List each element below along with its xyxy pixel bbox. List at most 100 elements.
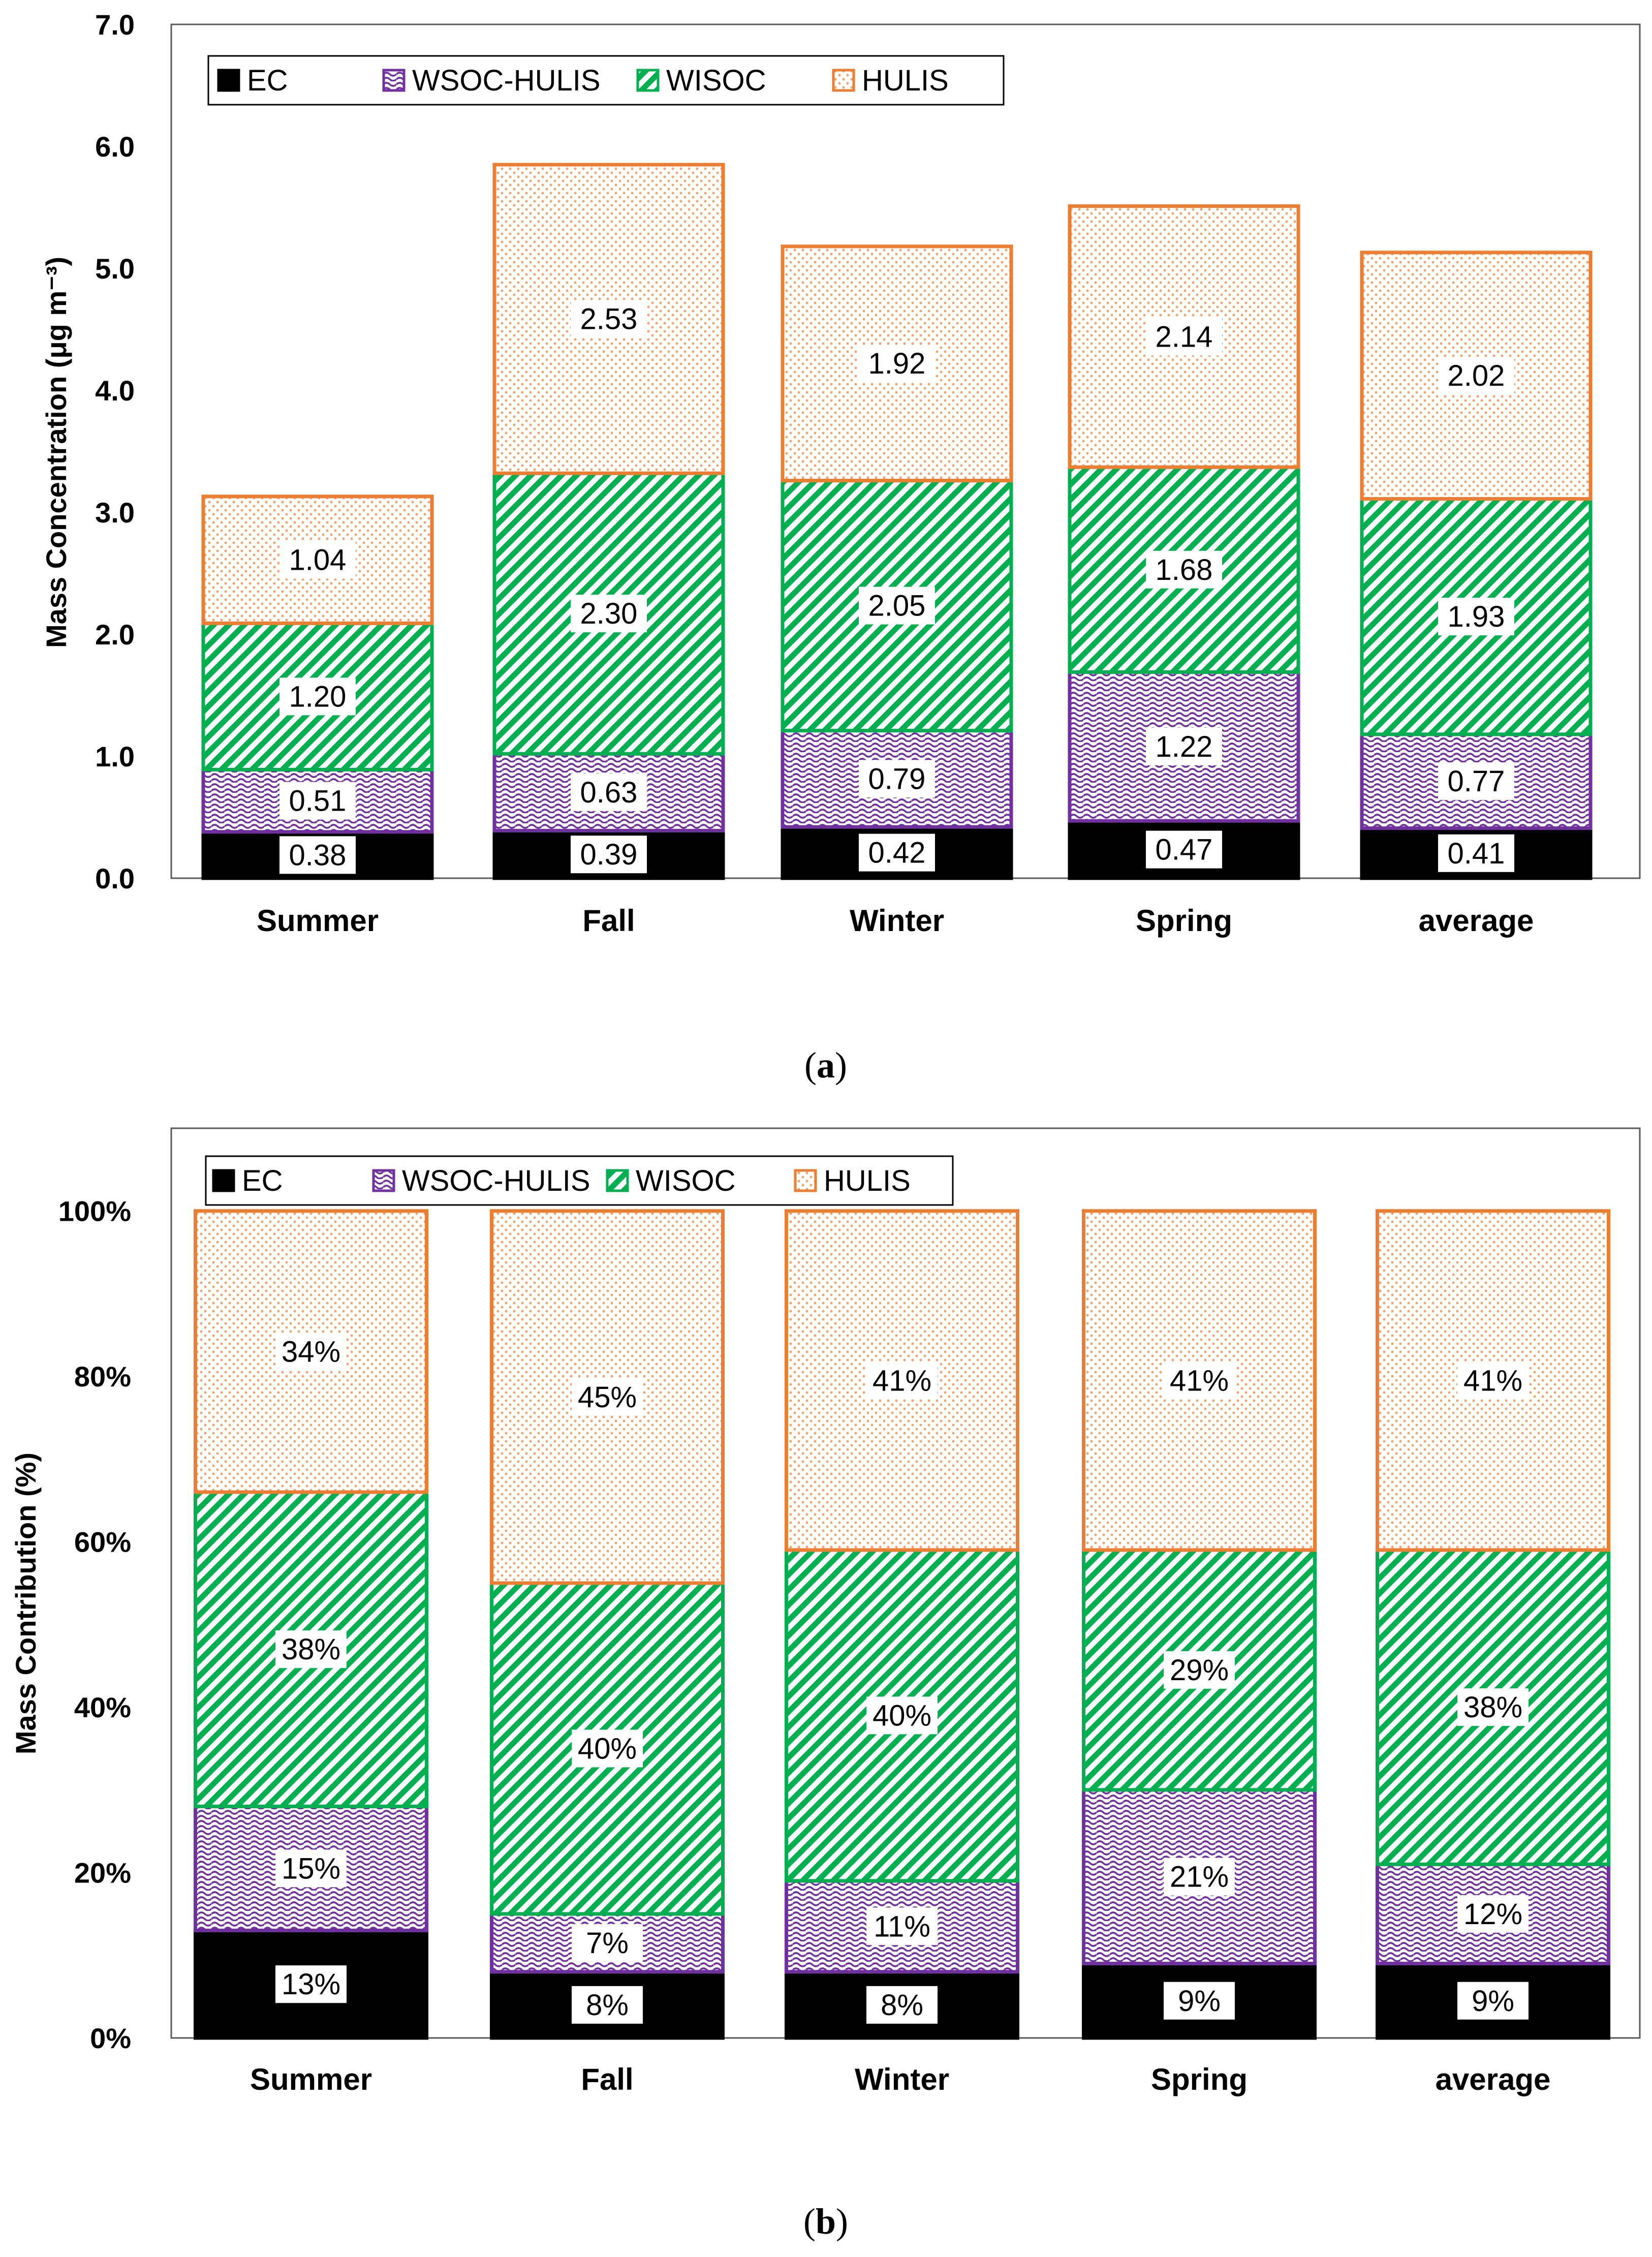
data-label-text: 13% xyxy=(282,1968,340,2001)
data-label: 2.53 xyxy=(571,300,647,338)
data-label-text: 0.47 xyxy=(1156,833,1213,867)
data-label-text: 1.92 xyxy=(868,347,926,380)
data-label-text: 8% xyxy=(586,1989,629,2022)
y-tick-label: 7.0 xyxy=(95,9,135,41)
data-label-box xyxy=(571,836,647,874)
data-label: 38% xyxy=(275,1630,347,1668)
data-label-box xyxy=(571,300,647,338)
data-label: 8% xyxy=(866,1986,938,2024)
data-label: 0.77 xyxy=(1438,762,1514,800)
data-label-box xyxy=(275,1849,347,1888)
data-label-text: 2.30 xyxy=(580,597,638,630)
data-label-box xyxy=(572,1729,643,1768)
data-label-text: 0.51 xyxy=(289,785,347,818)
legend-label: WISOC xyxy=(636,1164,736,1197)
y-tick-label: 2.0 xyxy=(95,619,135,651)
data-label-text: 41% xyxy=(1463,1364,1522,1397)
x-category-label: Summer xyxy=(257,904,379,938)
data-label-text: 9% xyxy=(1472,1985,1514,2018)
data-label-box xyxy=(275,1965,347,2003)
data-label-box xyxy=(1146,830,1222,869)
data-label-text: 21% xyxy=(1170,1861,1229,1894)
y-axis-title-text-a: Mass Concentration (μg m⁻³) xyxy=(40,257,72,648)
bar-segment-hulis xyxy=(785,1209,1019,1552)
x-category-label: Winter xyxy=(855,2062,949,2096)
x-category-label: Fall xyxy=(582,904,635,938)
data-label-text: 1.68 xyxy=(1156,553,1213,586)
panel-label-a-letter: a xyxy=(817,1045,835,1086)
data-label: 0.51 xyxy=(279,782,356,820)
panel-label-b-letter: b xyxy=(816,2201,836,2242)
data-label-text: 2.53 xyxy=(580,303,638,336)
data-label-text: 1.93 xyxy=(1448,600,1505,633)
data-label: 9% xyxy=(1457,1982,1529,2020)
data-label-text: 34% xyxy=(282,1335,340,1368)
panel-label-a: (a) xyxy=(804,1045,847,1086)
data-label: 34% xyxy=(275,1333,347,1371)
data-label-box xyxy=(275,1630,347,1668)
y-tick-label: 20% xyxy=(74,1857,131,1889)
legend-label: EC xyxy=(242,1164,283,1197)
data-label-text: 0.77 xyxy=(1448,765,1505,798)
y-axis-title-b: Mass Contribution (%) xyxy=(10,1452,42,1754)
legend-label: WSOC-HULIS xyxy=(412,64,601,97)
data-label-box xyxy=(1164,1982,1235,2020)
data-label: 7% xyxy=(572,1924,643,1962)
data-label-text: 12% xyxy=(1463,1898,1522,1931)
data-label: 0.42 xyxy=(859,833,935,872)
data-label: 0.39 xyxy=(571,836,647,874)
data-label-box xyxy=(1438,834,1514,872)
data-label: 2.05 xyxy=(859,586,935,625)
data-label: 41% xyxy=(1164,1362,1235,1400)
x-category-label: average xyxy=(1436,2062,1551,2096)
legend-label: HULIS xyxy=(824,1164,911,1197)
legend-frame xyxy=(207,55,1005,106)
data-label: 45% xyxy=(572,1378,643,1416)
x-category-label: Spring xyxy=(1136,904,1232,938)
data-label-box xyxy=(279,782,356,820)
data-label: 8% xyxy=(572,1986,643,2024)
legend-swatch-wsoc-hulis xyxy=(382,69,406,92)
data-label-box xyxy=(1457,1982,1529,2020)
legend-label: HULIS xyxy=(862,64,949,97)
data-label: 2.02 xyxy=(1438,357,1514,395)
y-tick-label: 6.0 xyxy=(95,131,135,163)
x-category-label: Fall xyxy=(581,2062,633,2096)
data-label: 40% xyxy=(866,1696,938,1735)
data-label-text: 1.04 xyxy=(289,544,347,577)
data-label-box xyxy=(1457,1895,1529,1933)
y-axis-title-a: Mass Concentration (μg m⁻³) xyxy=(40,257,72,648)
y-tick-label: 3.0 xyxy=(95,497,135,529)
data-label: 0.41 xyxy=(1438,834,1514,872)
legend-swatch-ec xyxy=(212,1169,235,1192)
y-tick-label: 4.0 xyxy=(95,375,135,407)
data-label-box xyxy=(866,1986,938,2024)
data-label: 29% xyxy=(1164,1651,1235,1689)
data-label: 13% xyxy=(275,1965,347,2003)
y-tick-label: 100% xyxy=(58,1195,131,1227)
legend-swatch-ec xyxy=(217,69,240,92)
data-label-text: 38% xyxy=(282,1633,340,1666)
y-tick-label: 40% xyxy=(74,1691,131,1723)
data-label: 0.47 xyxy=(1146,830,1222,869)
data-label: 2.14 xyxy=(1146,318,1222,356)
chart-panel-a: 0.38 0.51 1.20 1.04 0.39 0.63 2.30 2.53 0.42 0.79… xyxy=(40,9,1641,1086)
data-label-box xyxy=(1438,598,1514,636)
data-label-text: 38% xyxy=(1463,1691,1522,1724)
data-label-box xyxy=(859,760,935,798)
data-label-text: 41% xyxy=(1170,1364,1229,1397)
data-label-box xyxy=(1164,1858,1235,1896)
data-label-box xyxy=(572,1986,643,2024)
data-label: 38% xyxy=(1457,1688,1529,1726)
data-label-box xyxy=(572,1924,643,1962)
data-label-box xyxy=(1457,1688,1529,1726)
legend-swatch-wisoc xyxy=(606,1169,629,1192)
x-category-label: Summer xyxy=(250,2062,372,2096)
data-label-text: 2.02 xyxy=(1448,359,1505,392)
bar-segment-wsoc-hulis xyxy=(1082,1788,1317,1966)
data-label-box xyxy=(279,541,356,579)
data-label-box xyxy=(279,677,356,716)
data-label-text: 15% xyxy=(282,1852,340,1885)
x-category-label: Winter xyxy=(850,904,944,938)
data-label-box xyxy=(1146,318,1222,356)
